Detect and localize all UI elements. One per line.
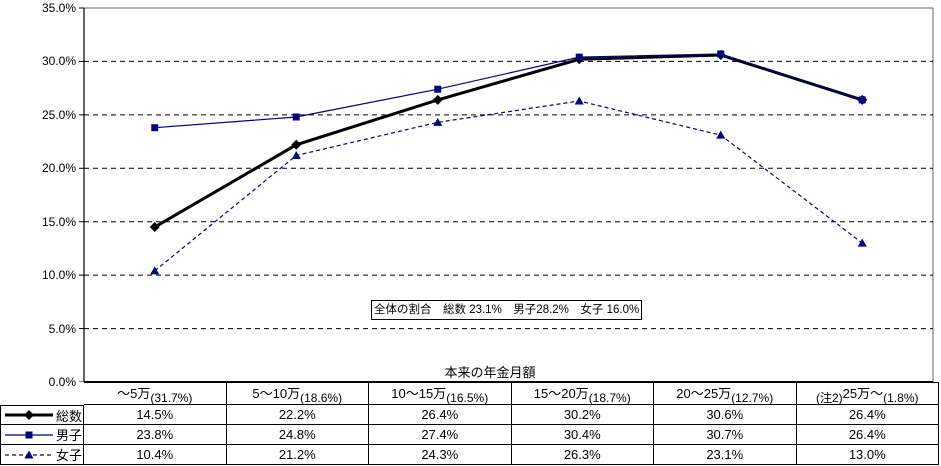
value-cell-男子-3: 30.4% [511, 425, 654, 445]
series-1-marker [434, 85, 442, 93]
annotation-text: 全体の割合 総数 23.1% 男子28.2% 女子 16.0% [374, 304, 640, 316]
legend-marker [24, 410, 34, 420]
category-share: (16.5%) [446, 390, 489, 405]
category-share: (12.7%) [731, 390, 774, 405]
y-tick-label: 35.0% [41, 1, 76, 15]
series-name: 総数 [56, 408, 83, 424]
category-share: (18.7%) [588, 390, 631, 405]
value-cell-総数-0: 14.5% [84, 405, 227, 425]
category-label: 5～10万 [252, 386, 301, 401]
series-line-2 [154, 100, 863, 272]
y-tick-label: 20.0% [41, 161, 76, 176]
series-2-marker [574, 96, 584, 105]
category-share: (1.8%) [883, 390, 919, 405]
category-note: (注2) [816, 391, 843, 405]
series-2-marker [150, 266, 160, 275]
value-cell-男子-4: 30.7% [654, 425, 797, 445]
series-2-marker [291, 150, 301, 159]
series-2-marker [857, 238, 867, 247]
category-header-0: ～5万 (31.7%) [84, 382, 227, 405]
value-cell-女子-5: 13.0% [796, 445, 939, 465]
value-cell-男子-5: 26.4% [796, 425, 939, 445]
legend-cell-0: 総数 [0, 405, 84, 425]
series-2-marker [433, 117, 443, 126]
y-tick-label: 10.0% [41, 268, 76, 283]
series-1-marker [151, 124, 159, 132]
category-label: 10～15万 [391, 386, 447, 401]
legend-cell-2: 女子 [0, 445, 84, 465]
value-cell-女子-3: 26.3% [511, 445, 654, 465]
category-header-4: 20～25万 (12.7%) [654, 382, 797, 405]
series-1-marker [717, 50, 725, 58]
category-share: (31.7%) [150, 390, 193, 405]
x-axis-title: 本来の年金月額 [444, 365, 536, 380]
y-tick-label: 5.0% [48, 321, 76, 336]
series-0-marker [432, 94, 443, 105]
legend-cell-1: 男子 [0, 425, 84, 445]
value-cell-総数-3: 30.2% [511, 405, 654, 425]
y-tick-label: 15.0% [41, 214, 76, 229]
legend-key-square [5, 431, 53, 438]
value-cell-女子-2: 24.3% [369, 445, 512, 465]
legend-key-triangle [5, 450, 53, 458]
series-line-0 [153, 53, 863, 229]
value-cell-女子-0: 10.4% [84, 445, 227, 465]
category-label: 20～25万 [676, 386, 732, 401]
legend-marker [25, 431, 33, 438]
value-cell-男子-0: 23.8% [84, 425, 227, 445]
legend-marker [24, 450, 34, 458]
value-cell-男子-1: 24.8% [226, 425, 369, 445]
y-tick-label: 0.0% [48, 375, 76, 389]
category-header-2: 10～15万 (16.5%) [369, 382, 512, 405]
category-header-5: (注2) 25万～ (1.8%) [796, 382, 939, 405]
category-label: 15～20万 [533, 386, 589, 401]
category-header-3: 15～20万 (18.7%) [511, 382, 654, 405]
value-cell-総数-5: 26.4% [796, 405, 939, 425]
series-0-marker [291, 139, 302, 150]
series-name: 女子 [56, 448, 83, 463]
line-chart: 0.0% 5.0% 10.0% 15.0% 20.0% 25.0% 30.0% 35.0% 全… [41, 1, 934, 389]
series-name: 男子 [56, 428, 83, 443]
table-corner-cell [0, 382, 84, 405]
legend-key-diamond [5, 410, 53, 420]
value-cell-総数-2: 26.4% [369, 405, 512, 425]
plot-area [79, 7, 934, 382]
category-share: (18.6%) [300, 390, 343, 405]
data-table: ～5万 (31.7%) 5～10万 (18.6%) 10～15万 (16.5%) 15～20… [0, 382, 939, 466]
category-label: ～5万 [117, 386, 151, 401]
value-cell-総数-1: 22.2% [226, 405, 369, 425]
y-tick-label: 25.0% [41, 107, 76, 122]
annotation-box: 全体の割合 総数 23.1% 男子28.2% 女子 16.0% [371, 300, 643, 320]
y-tick-label: 30.0% [41, 54, 76, 69]
series-1-marker [858, 96, 866, 104]
series-1-marker [292, 113, 300, 121]
value-cell-女子-4: 23.1% [654, 445, 797, 465]
category-header-1: 5～10万 (18.6%) [226, 382, 369, 405]
series-1-marker [575, 53, 583, 61]
value-cell-総数-4: 30.6% [654, 405, 797, 425]
category-label: 25万～ [842, 386, 884, 401]
value-cell-女子-1: 21.2% [226, 445, 369, 465]
series-line-1 [154, 53, 863, 129]
value-cell-男子-2: 27.4% [369, 425, 512, 445]
series-0-marker [149, 222, 160, 233]
series-2-marker [716, 130, 726, 139]
